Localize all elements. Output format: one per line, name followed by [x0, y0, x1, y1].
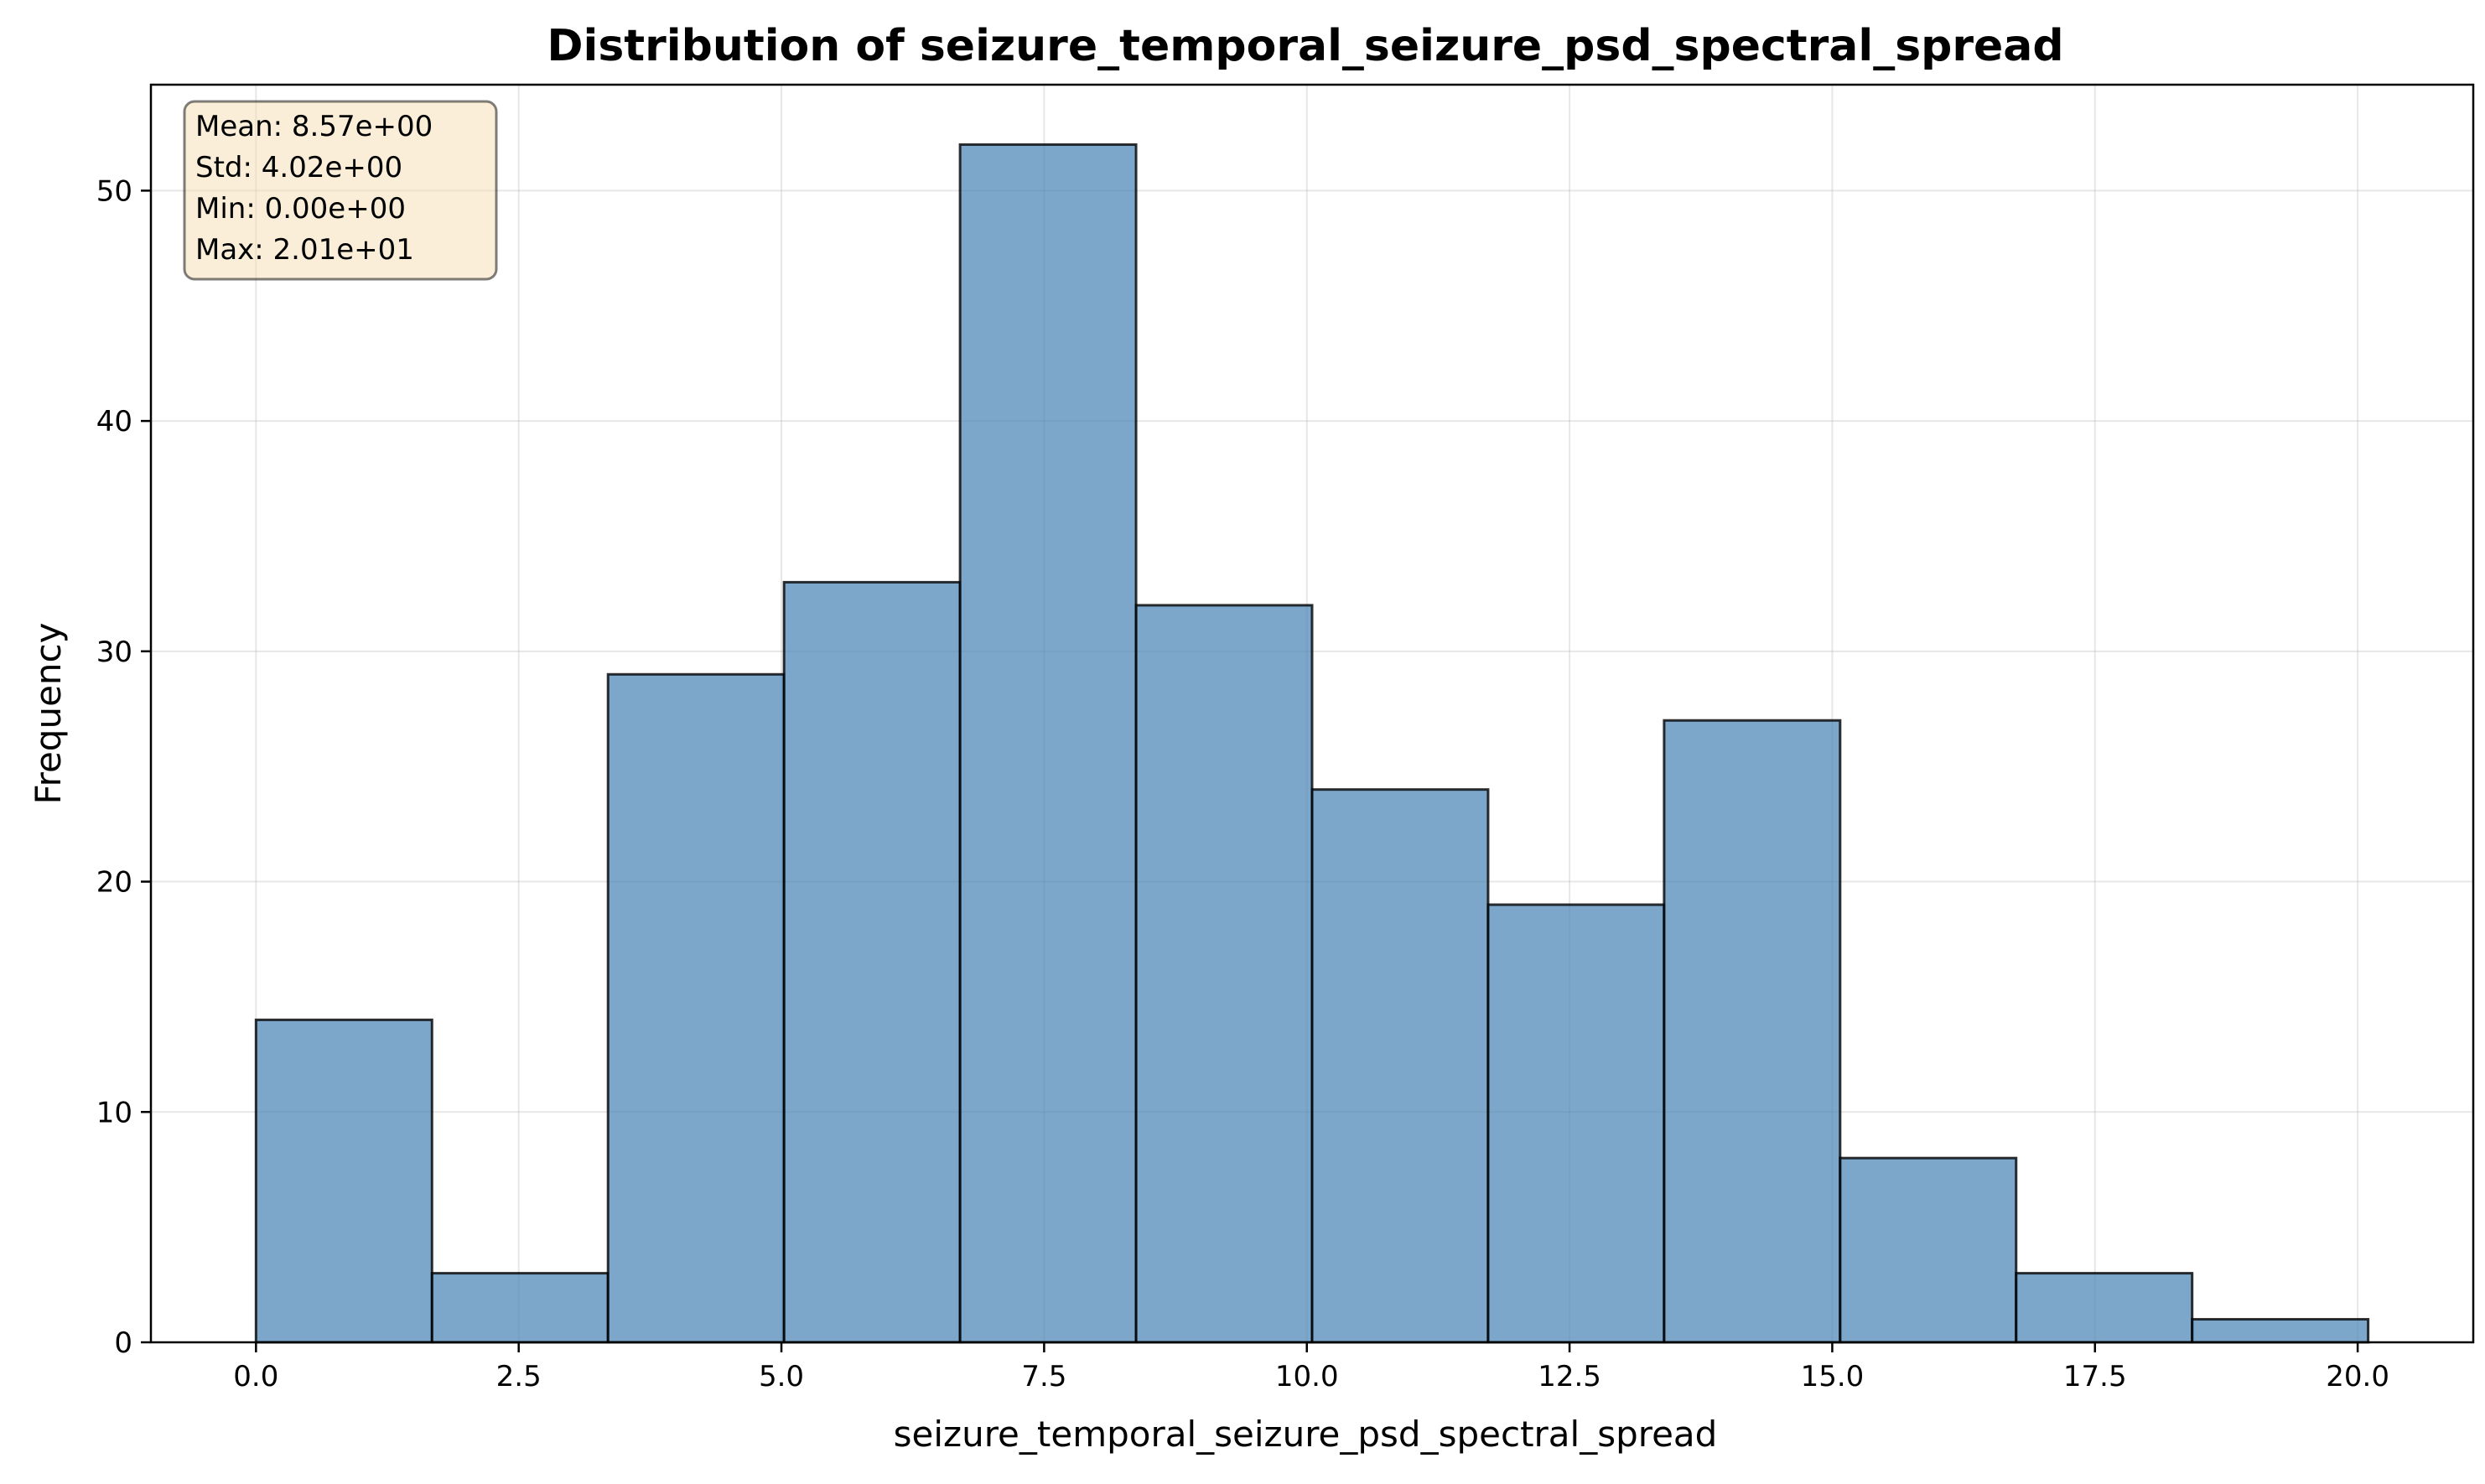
stats-mean: Mean: 8.57e+00	[195, 110, 433, 143]
x-tick-label-0: 0.0	[233, 1360, 278, 1393]
stats-box-background	[183, 100, 498, 281]
x-tick-label-2: 5.0	[759, 1360, 804, 1393]
histogram-bar-5	[1134, 604, 1314, 1344]
y-tick-label-3: 30	[96, 636, 132, 669]
x-tick-label-4: 10.0	[1275, 1360, 1339, 1393]
histogram-bar-10	[2015, 1272, 2194, 1344]
histogram-bar-0	[254, 1018, 433, 1344]
x-tick-label-7: 17.5	[2063, 1360, 2127, 1393]
x-tick-label-8: 20.0	[2326, 1360, 2389, 1393]
y-tick-label-0: 0	[114, 1326, 132, 1360]
x-tick-label-3: 7.5	[1021, 1360, 1066, 1393]
y-axis-ticks: 0 10 20 30 40 50	[96, 174, 151, 1360]
histogram-bar-3	[782, 580, 962, 1344]
x-tick-label-6: 15.0	[1801, 1360, 1865, 1393]
y-tick-label-4: 40	[96, 405, 132, 438]
histogram-bar-11	[2191, 1318, 2370, 1344]
x-axis-ticks: 0.0 2.5 5.0 7.5 10.0 12.5 15.0 17.5 20.0	[233, 1342, 2389, 1393]
histogram-bar-9	[1839, 1156, 2018, 1344]
x-tick-label-1: 2.5	[496, 1360, 542, 1393]
stats-box: Mean: 8.57e+00 Std: 4.02e+00 Min: 0.00e+…	[183, 100, 498, 281]
histogram-bar-4	[958, 143, 1138, 1344]
chart-title: Distribution of seizure_temporal_seizure…	[547, 21, 2063, 71]
plot-frame	[149, 83, 2475, 1344]
histogram-bar-2	[606, 672, 786, 1344]
histogram-bar-1	[430, 1272, 610, 1344]
stats-std: Std: 4.02e+00	[195, 151, 402, 184]
x-axis-label: seizure_temporal_seizure_psd_spectral_sp…	[894, 1414, 1718, 1455]
stats-max: Max: 2.01e+01	[195, 233, 414, 267]
bars-layer	[254, 143, 2370, 1344]
x-tick-label-5: 12.5	[1538, 1360, 1601, 1393]
y-tick-label-5: 50	[96, 174, 132, 208]
y-axis-label: Frequency	[28, 623, 69, 805]
histogram-bar-6	[1310, 788, 1490, 1344]
stats-min: Min: 0.00e+00	[195, 192, 406, 226]
histogram-bar-8	[1663, 719, 1842, 1344]
y-tick-label-1: 10	[96, 1096, 132, 1129]
histogram-bar-7	[1486, 903, 1666, 1344]
y-tick-label-2: 20	[96, 866, 132, 900]
